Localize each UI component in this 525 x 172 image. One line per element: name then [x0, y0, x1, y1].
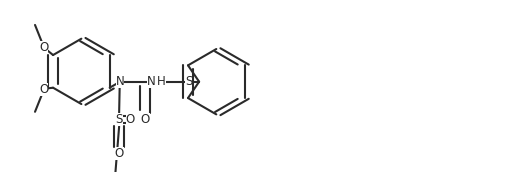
Text: O: O: [39, 83, 48, 96]
Text: O: O: [114, 147, 124, 160]
Text: N: N: [146, 75, 155, 88]
Text: S: S: [116, 113, 123, 126]
Text: O: O: [39, 41, 48, 54]
Text: O: O: [140, 113, 150, 126]
Text: O: O: [125, 113, 135, 126]
Text: H: H: [157, 75, 166, 88]
Text: S: S: [185, 75, 193, 88]
Text: N: N: [116, 75, 124, 88]
